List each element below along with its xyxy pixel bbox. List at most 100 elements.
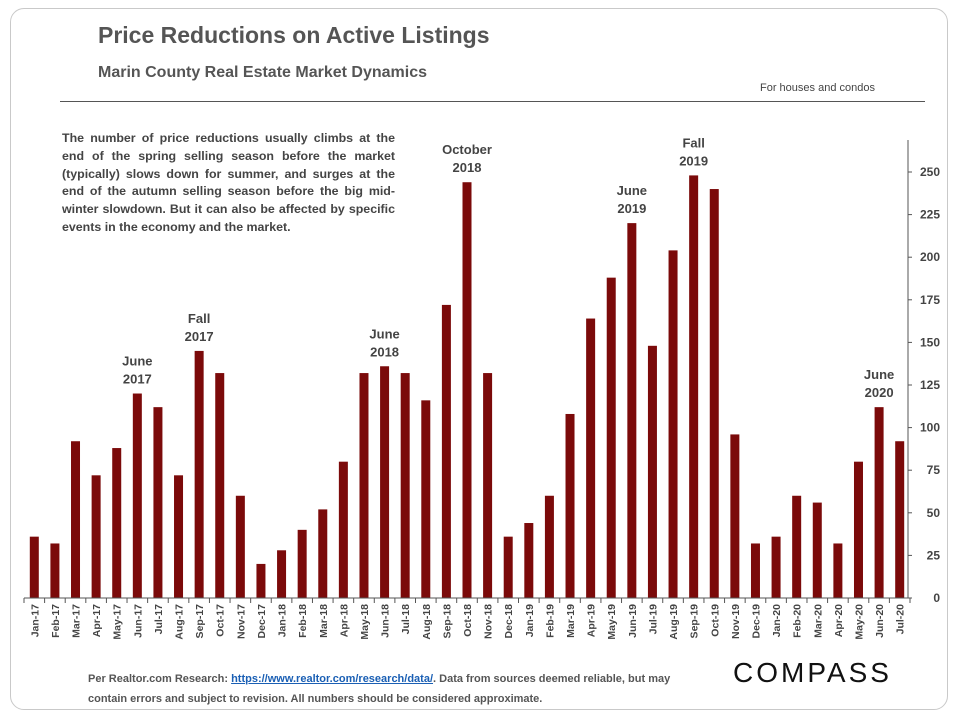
x-tick-label: Sep-17 — [194, 604, 206, 639]
bar-Sep-17 — [194, 350, 204, 598]
x-tick-label: Feb-17 — [50, 604, 62, 638]
bar-annotation: 2017 — [123, 372, 152, 387]
source-prefix: Per Realtor.com Research: — [88, 673, 229, 685]
y-tick-label: 200 — [920, 250, 940, 264]
x-tick-label: Mar-19 — [565, 604, 577, 638]
y-tick-label: 225 — [920, 208, 940, 222]
y-tick-label: 0 — [933, 591, 940, 605]
y-tick-label: 100 — [920, 421, 940, 435]
x-tick-label: Sep-19 — [689, 604, 701, 639]
bar-annotation: 2019 — [679, 153, 708, 168]
bar-annotation: Fall — [188, 311, 210, 326]
bar-annotation: June — [864, 367, 894, 382]
bar-annotation: June — [617, 183, 647, 198]
y-tick-label: 175 — [920, 293, 940, 307]
x-tick-label: Aug-18 — [421, 604, 433, 640]
bar-May-19 — [606, 277, 616, 598]
bar-Dec-18 — [503, 536, 513, 598]
header-divider — [60, 101, 925, 102]
bar-Mar-18 — [318, 509, 328, 598]
bar-Jun-18 — [380, 366, 390, 598]
bar-Aug-19 — [668, 250, 678, 598]
x-tick-label: Aug-19 — [668, 604, 680, 640]
bar-Nov-18 — [483, 373, 493, 598]
bar-Jan-20 — [771, 536, 781, 598]
bar-Dec-17 — [256, 563, 266, 598]
x-tick-label: Feb-18 — [297, 604, 309, 638]
bar-annotation: 2018 — [370, 344, 399, 359]
x-tick-label: Jan-20 — [771, 604, 783, 637]
x-tick-label: Oct-17 — [215, 604, 227, 637]
x-tick-label: May-18 — [359, 604, 371, 640]
x-tick-label: May-19 — [606, 604, 618, 640]
bar-May-17 — [112, 448, 122, 598]
x-tick-label: Jan-18 — [277, 604, 289, 637]
bar-Oct-18 — [462, 182, 472, 598]
bar-Jan-19 — [524, 523, 534, 598]
x-tick-label: Jul-17 — [153, 604, 165, 635]
bar-Mar-17 — [71, 441, 81, 598]
bar-Dec-19 — [750, 543, 760, 598]
bar-Nov-17 — [235, 495, 245, 598]
bar-Mar-20 — [812, 502, 822, 598]
bar-annotation: June — [369, 326, 399, 341]
source-link[interactable]: https://www.realtor.com/research/data/ — [231, 673, 434, 685]
bar-Jun-17 — [132, 393, 142, 598]
x-tick-label: Sep-18 — [441, 604, 453, 639]
bar-Oct-17 — [215, 373, 225, 598]
bar-annotation: 2019 — [617, 201, 646, 216]
slide-card — [10, 8, 948, 710]
y-tick-label: 250 — [920, 165, 940, 179]
y-tick-label: 125 — [920, 378, 940, 392]
bar-Sep-18 — [441, 304, 451, 598]
source-suffix: . Data from sources deemed reliable, but… — [88, 673, 671, 705]
x-tick-label: Jul-19 — [647, 604, 659, 635]
x-tick-label: Mar-20 — [812, 604, 824, 638]
x-tick-label: Jul-20 — [895, 604, 907, 635]
bar-Aug-18 — [421, 400, 431, 598]
bar-Feb-17 — [50, 543, 60, 598]
bar-annotation: 2017 — [185, 329, 214, 344]
x-tick-label: Apr-17 — [91, 604, 103, 637]
bar-Jun-19 — [627, 223, 637, 598]
y-tick-label: 150 — [920, 335, 940, 349]
y-tick-label: 25 — [927, 548, 941, 562]
x-tick-label: Jan-19 — [524, 604, 536, 637]
bar-Mar-19 — [565, 413, 575, 598]
x-tick-label: May-20 — [853, 604, 865, 640]
source-note: Per Realtor.com Research: https://www.re… — [88, 669, 678, 709]
x-tick-label: Apr-20 — [833, 604, 845, 637]
bar-Feb-19 — [544, 495, 554, 598]
bar-Jul-17 — [153, 407, 163, 598]
y-tick-label: 75 — [927, 463, 941, 477]
bar-Feb-20 — [792, 495, 802, 598]
bar-Apr-18 — [338, 461, 348, 598]
x-tick-label: Feb-19 — [544, 604, 556, 638]
bar-Jun-20 — [874, 407, 884, 598]
bar-Jul-20 — [895, 441, 905, 598]
x-tick-label: Nov-18 — [483, 604, 495, 639]
x-tick-label: Oct-18 — [462, 604, 474, 637]
x-tick-label: Jan-17 — [29, 604, 41, 637]
y-tick-label: 50 — [927, 506, 941, 520]
bar-May-20 — [853, 461, 863, 598]
x-tick-label: Jun-17 — [132, 604, 144, 638]
bar-Apr-20 — [833, 543, 843, 598]
x-tick-label: Apr-18 — [338, 604, 350, 637]
bar-Jan-18 — [277, 550, 287, 598]
x-tick-label: Nov-19 — [730, 604, 742, 639]
bar-annotation: 2018 — [453, 160, 482, 175]
x-tick-label: Jun-20 — [874, 604, 886, 638]
scope-note: For houses and condos — [760, 82, 875, 94]
x-tick-label: Oct-19 — [709, 604, 721, 637]
bar-Nov-19 — [730, 434, 740, 598]
bar-Aug-17 — [174, 475, 184, 598]
x-tick-label: Apr-19 — [586, 604, 598, 637]
x-tick-label: Jun-19 — [627, 604, 639, 638]
chart-annotation-text: The number of price reductions usually c… — [62, 130, 395, 237]
x-tick-label: Mar-17 — [71, 604, 83, 638]
bar-Jan-17 — [29, 536, 39, 598]
bar-Sep-19 — [689, 175, 699, 598]
x-tick-label: Jun-18 — [380, 604, 392, 638]
